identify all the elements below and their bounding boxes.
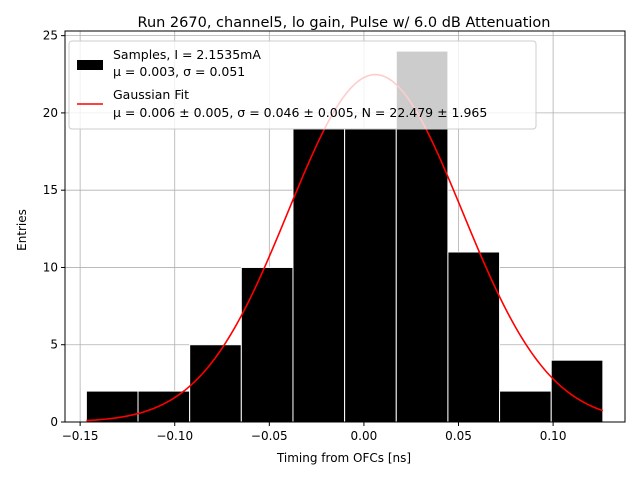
y-tick-label: 20	[43, 106, 58, 120]
legend-fit-label: Gaussian Fit	[113, 87, 189, 102]
histogram-bar	[447, 251, 501, 423]
legend-box	[68, 40, 537, 130]
x-axis-label: Timing from OFCs [ns]	[276, 451, 411, 465]
histogram-bars	[85, 50, 604, 423]
x-tick-label: 0.10	[540, 429, 567, 443]
y-axis-label: Entries	[15, 209, 29, 251]
histogram-bar	[292, 127, 346, 423]
x-tick-label: −0.10	[156, 429, 193, 443]
histogram-bar	[137, 390, 191, 423]
legend-samples-label: Samples, I = 2.1535mA	[113, 47, 261, 62]
legend-samples-stats: μ = 0.003, σ = 0.051	[113, 64, 245, 79]
histogram-bar	[550, 359, 604, 423]
x-tick-label: −0.05	[251, 429, 288, 443]
legend: Samples, I = 2.1535mA μ = 0.003, σ = 0.0…	[68, 40, 537, 130]
legend-fit-stats: μ = 0.006 ± 0.005, σ = 0.046 ± 0.005, N …	[113, 105, 487, 120]
y-tick-label: 15	[43, 183, 58, 197]
histogram-bar	[499, 390, 552, 423]
legend-samples-swatch	[77, 60, 103, 70]
x-tick-label: 0.05	[445, 429, 472, 443]
plot-frame	[64, 30, 626, 423]
y-tick-label: 25	[43, 29, 58, 43]
axis-ticks: −0.15 −0.10 −0.05 0.00 0.05 0.10 0 5 10 15 20 25	[43, 29, 567, 443]
x-tick-label: −0.15	[62, 429, 99, 443]
y-tick-label: 5	[50, 338, 58, 352]
y-tick-label: 0	[50, 415, 58, 429]
histogram-bar	[344, 127, 397, 423]
histogram-bar	[240, 266, 294, 423]
chart-title: Run 2670, channel5, lo gain, Pulse w/ 6.…	[138, 15, 551, 31]
y-tick-label: 10	[43, 260, 58, 274]
histogram-bar	[85, 390, 139, 423]
x-tick-label: 0.00	[351, 429, 378, 443]
